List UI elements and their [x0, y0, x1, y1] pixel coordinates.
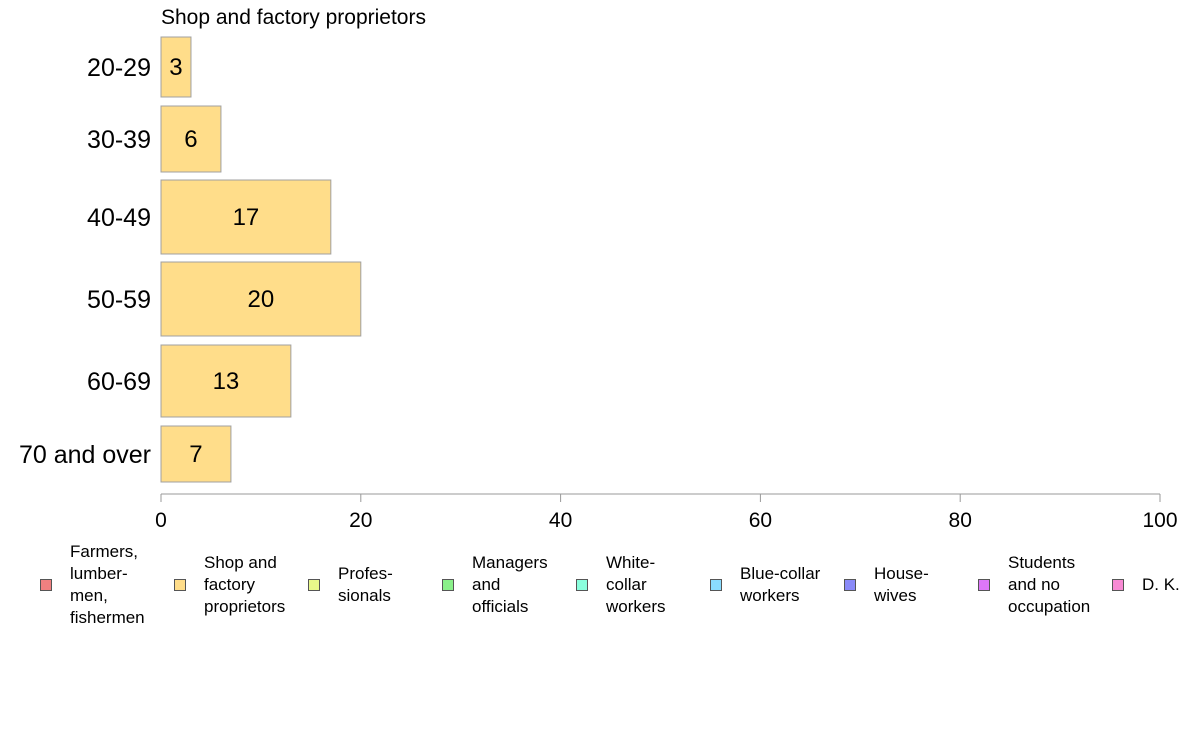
legend-swatch — [1112, 579, 1124, 591]
legend-swatch — [40, 579, 52, 591]
legend-swatch — [174, 579, 186, 591]
legend-swatch — [308, 579, 320, 591]
legend-item: Farmers, lumber- men, fishermen — [40, 541, 145, 629]
bar-60-69 — [160, 344, 292, 418]
category-label: 70 and over — [19, 441, 151, 469]
legend-label: Managers and officials — [472, 553, 548, 616]
x-tick-label: 40 — [549, 509, 572, 532]
legend-label: House- wives — [874, 564, 929, 605]
category-labels: 20-29 30-39 40-49 50-59 60-69 70 and over — [19, 54, 151, 469]
legend-label: D. K. — [1142, 575, 1180, 594]
category-label: 30-39 — [87, 126, 151, 154]
bar-value-label: 7 — [189, 441, 202, 468]
x-axis: 0 20 40 60 80 100 — [155, 493, 1178, 532]
bar-20-29 — [160, 36, 192, 98]
legend-label: Students and no occupation — [1008, 553, 1091, 616]
bar-value-label: 13 — [213, 368, 240, 395]
legend-swatch — [442, 579, 454, 591]
bar-40-49 — [160, 179, 332, 255]
legend-item: House- wives — [844, 563, 929, 607]
x-tick-label: 80 — [949, 509, 972, 532]
legend-swatch — [576, 579, 588, 591]
legend-swatch — [844, 579, 856, 591]
legend-label: Farmers, lumber- men, fishermen — [70, 542, 145, 627]
legend-item: Shop and factory proprietors — [174, 552, 285, 618]
legend-item: Blue-collar workers — [710, 563, 820, 607]
legend-swatch — [978, 579, 990, 591]
bar-50-59 — [160, 261, 362, 337]
category-label: 60-69 — [87, 368, 151, 396]
bar-value-label: 6 — [184, 126, 197, 153]
bar-value-label: 20 — [248, 286, 275, 313]
legend-label: Shop and factory proprietors — [204, 553, 286, 616]
legend-item: Managers and officials — [442, 552, 548, 618]
legend-swatch — [710, 579, 722, 591]
legend-label: Profes- sionals — [338, 564, 393, 605]
bar-value-label: 3 — [169, 54, 182, 81]
category-label: 20-29 — [87, 54, 151, 82]
legend-label: Blue-collar workers — [740, 564, 821, 605]
x-tick-label: 60 — [749, 509, 772, 532]
bars-layer: 3 6 17 20 13 7 — [160, 36, 362, 483]
chart-title: Shop and factory proprietors — [161, 6, 426, 29]
legend-item: Students and no occupation — [978, 552, 1090, 618]
x-tick-label: 20 — [349, 509, 372, 532]
legend-item: D. K. — [1112, 574, 1180, 596]
bar-70-and-over — [160, 425, 232, 483]
bar-value-label: 17 — [233, 204, 260, 231]
bar-30-39 — [160, 105, 222, 173]
legend-item: Profes- sionals — [308, 563, 393, 607]
legend-item: White- collar workers — [576, 552, 666, 618]
x-tick-label: 0 — [155, 509, 167, 532]
x-tick-label: 100 — [1142, 509, 1177, 532]
legend-label: White- collar workers — [606, 553, 666, 616]
category-label: 40-49 — [87, 204, 151, 232]
category-label: 50-59 — [87, 286, 151, 314]
